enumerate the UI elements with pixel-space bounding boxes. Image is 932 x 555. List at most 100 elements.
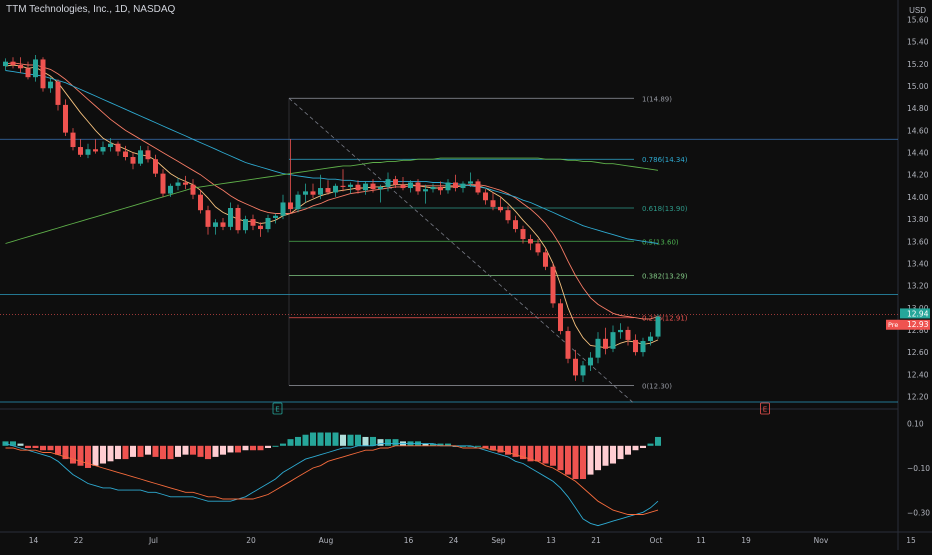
time-tick-label: 14: [29, 536, 39, 545]
candle-body: [610, 332, 616, 349]
macd-histogram-bar: [310, 432, 316, 446]
candle-body: [168, 185, 173, 194]
macd-histogram-bar: [460, 445, 466, 447]
macd-histogram-bar: [85, 445, 91, 468]
candle-body: [543, 252, 548, 267]
candle-body: [25, 68, 31, 78]
macd-histogram-bar: [655, 436, 661, 446]
candle-body: [355, 184, 361, 191]
macd-tick-label: −0.30: [907, 508, 930, 517]
candle-body: [618, 329, 623, 333]
price-tick-label: 12.80: [907, 326, 929, 335]
candle-body: [535, 243, 541, 253]
macd-histogram-bar: [17, 443, 24, 446]
macd-histogram-bar: [257, 445, 264, 451]
candle-body: [415, 182, 421, 192]
candle-body: [115, 143, 121, 152]
candle-body: [138, 150, 143, 164]
candle-body: [513, 220, 518, 230]
price-tick-label: 14.80: [907, 104, 929, 113]
candle-body: [55, 81, 61, 105]
price-tick-label: 13.80: [907, 215, 929, 224]
candle-body: [438, 186, 443, 191]
macd-histogram-bar: [385, 439, 391, 446]
time-tick-label: Nov: [814, 536, 829, 545]
candle-body: [370, 183, 376, 190]
time-tick-label: 22: [74, 536, 84, 545]
macd-histogram-bar: [265, 445, 271, 449]
candle-body: [520, 229, 526, 240]
time-tick-label: Sep: [491, 536, 505, 545]
price-tick-label: 12.40: [907, 370, 929, 379]
candle-body: [63, 104, 68, 133]
macd-histogram-bar: [370, 436, 376, 446]
macd-histogram-bar: [227, 445, 234, 453]
macd-histogram-bar: [550, 445, 556, 466]
fib-level-label: 0(12.30): [642, 382, 672, 390]
price-tick-label: 15.00: [907, 82, 929, 91]
macd-histogram-bar: [10, 441, 16, 446]
candle-body: [108, 143, 113, 148]
macd-histogram-bar: [445, 443, 451, 446]
candle-body: [528, 239, 533, 244]
price-tick-label: 14.20: [907, 171, 929, 180]
macd-histogram-bar: [430, 443, 436, 446]
time-tick-label: 13: [546, 536, 556, 545]
macd-histogram-bar: [92, 445, 99, 466]
candle-body: [10, 61, 16, 65]
candle-body: [235, 208, 241, 231]
macd-histogram-bar: [377, 439, 384, 446]
macd-histogram-bar: [40, 445, 46, 451]
macd-histogram-bar: [32, 445, 39, 449]
macd-histogram-bar: [62, 445, 69, 460]
candle-body: [85, 149, 91, 155]
candle-body: [475, 181, 481, 193]
candle-body: [318, 188, 323, 195]
candle-body: [430, 186, 436, 190]
earnings-marker-label: E: [763, 406, 767, 414]
candle-body: [48, 81, 53, 89]
candle-body: [588, 357, 593, 366]
pre-market-badge: [900, 319, 930, 330]
macd-histogram-bar: [47, 445, 54, 451]
macd-histogram-bar: [122, 445, 129, 460]
macd-histogram-bar: [295, 436, 301, 446]
price-tick-label: 14.00: [907, 193, 929, 202]
candle-body: [633, 339, 638, 353]
macd-histogram-bar: [595, 445, 601, 471]
price-tick-label: 14.40: [907, 149, 929, 158]
candle-body: [33, 59, 38, 78]
macd-histogram-bar: [55, 445, 61, 455]
candle-body: [153, 159, 158, 174]
macd-histogram-bar: [617, 445, 624, 460]
pre-market-tag: [886, 319, 900, 330]
candle-body: [505, 210, 511, 221]
candle-body: [295, 194, 301, 210]
candle-body: [70, 132, 76, 148]
macd-histogram-bar: [542, 445, 549, 464]
macd-histogram-bar: [167, 445, 174, 460]
macd-histogram-bar: [512, 445, 519, 457]
candle-body: [573, 358, 578, 376]
price-tick-label: 14.60: [907, 126, 929, 135]
price-tick-label: 13.60: [907, 237, 929, 246]
candle-body: [93, 149, 98, 152]
macd-histogram-bar: [77, 445, 84, 466]
macd-histogram-bar: [632, 445, 639, 451]
time-tick-label: 15: [906, 536, 916, 545]
candle-body: [273, 215, 278, 218]
candle-body: [123, 151, 128, 158]
macd-histogram-bar: [152, 445, 159, 457]
candle-body: [378, 186, 383, 190]
macd-histogram-bar: [182, 445, 189, 455]
time-tick-label: Jul: [148, 536, 158, 545]
candle-body: [490, 200, 496, 207]
price-tick-label: 15.60: [907, 16, 929, 25]
time-tick-label: Oct: [650, 536, 663, 545]
moving-average-line: [5, 62, 659, 320]
candle-body: [625, 329, 631, 340]
macd-histogram-bar: [602, 445, 609, 466]
macd-histogram-bar: [392, 439, 399, 446]
